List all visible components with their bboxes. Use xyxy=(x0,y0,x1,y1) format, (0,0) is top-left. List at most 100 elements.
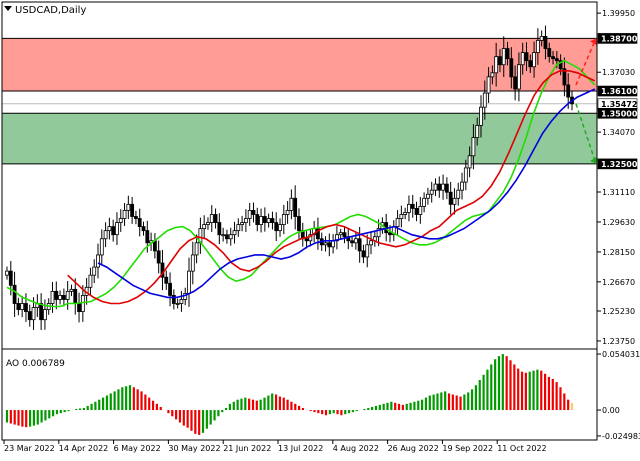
candle-body xyxy=(437,183,442,191)
candle-body xyxy=(395,218,400,228)
price-tick-label: 1.23750 xyxy=(602,337,635,346)
price-tag-box xyxy=(597,33,638,44)
candle-body xyxy=(69,288,74,292)
candle-body xyxy=(115,222,119,236)
candle-body xyxy=(228,234,233,240)
candle-body xyxy=(206,222,210,225)
chart-header: USDCAD,Daily xyxy=(4,5,86,16)
time-tick-label: 6 May 2022 xyxy=(114,444,161,453)
time-tick-label: 11 Oct 2022 xyxy=(497,444,546,453)
candle-body xyxy=(130,203,135,217)
candle-body xyxy=(456,189,461,199)
candle-body xyxy=(187,270,191,294)
time-tick-label: 19 Sep 2022 xyxy=(442,444,493,453)
price-pane: 1.39950 1.37030 1.34070 1.31110 1.29630 1.281… xyxy=(2,2,638,346)
candle-body xyxy=(558,60,563,70)
candle-body xyxy=(270,218,275,223)
candle-body xyxy=(225,234,229,240)
candle-body xyxy=(232,230,237,236)
forecast-arrow-down xyxy=(575,103,597,165)
candle-body xyxy=(357,238,362,252)
candle-body xyxy=(202,224,207,230)
chart-frame xyxy=(1,1,598,441)
candle-body xyxy=(475,125,480,138)
symbol-label: USDCAD,Daily xyxy=(15,5,86,16)
candle-body xyxy=(80,295,85,313)
candle-body xyxy=(551,56,555,60)
candle-body xyxy=(217,222,222,236)
candle-body xyxy=(528,60,533,68)
price-tag-label: 1.38700 xyxy=(601,34,638,43)
candle-body xyxy=(308,234,313,242)
candle-body xyxy=(331,240,336,248)
candle-body xyxy=(460,181,464,191)
candle-body xyxy=(58,295,62,300)
candle-body xyxy=(505,48,510,60)
candle-body xyxy=(407,203,411,213)
price-tick-label: 1.25230 xyxy=(602,307,635,316)
candle-body xyxy=(118,218,123,223)
price-tag-box xyxy=(597,107,638,119)
candle-body xyxy=(554,58,559,62)
candle-body xyxy=(251,210,256,215)
candle-body xyxy=(338,232,343,236)
candle-body xyxy=(243,218,248,223)
candle-body xyxy=(422,197,427,207)
candle-body xyxy=(168,282,172,296)
candle-body xyxy=(39,303,44,321)
price-tick-label: 1.31110 xyxy=(602,188,635,197)
candle-body xyxy=(327,242,332,248)
ao-tick-label: 0.054031 xyxy=(602,350,640,359)
time-tick-label: 30 May 2022 xyxy=(168,444,220,453)
candle-body xyxy=(486,76,491,94)
candle-body xyxy=(50,290,55,304)
candle-body xyxy=(304,238,309,242)
candle-body xyxy=(471,137,476,157)
candle-body xyxy=(369,240,373,246)
candle-body xyxy=(31,307,36,321)
price-tick-label: 1.28150 xyxy=(602,248,635,257)
candle-body xyxy=(388,232,392,236)
price-tick-label: 1.26670 xyxy=(602,278,635,287)
candle-body xyxy=(99,238,104,256)
ao-tick-label: -0.024983 xyxy=(602,432,640,441)
time-tick-label: 26 Aug 2022 xyxy=(388,444,439,453)
time-axis: 23 Mar 2022 14 Apr 2022 6 May 2022 30 May 2… xyxy=(1,1,598,453)
forecast-arrowhead-down xyxy=(590,156,597,164)
candle-body xyxy=(24,303,28,313)
time-tick-label: 14 Apr 2022 xyxy=(59,444,108,453)
candle-body xyxy=(262,216,267,223)
candle-body xyxy=(566,84,571,98)
candle-body xyxy=(498,56,502,66)
candle-body xyxy=(403,212,408,215)
candle-body xyxy=(323,242,328,246)
candle-body xyxy=(418,205,423,215)
price-tag-label: 1.35472 xyxy=(601,100,637,109)
time-tick-label: 21 Jun 2022 xyxy=(223,444,271,453)
candle-body xyxy=(107,226,112,232)
candle-body xyxy=(221,234,226,237)
candle-body xyxy=(111,226,116,236)
candle-body xyxy=(297,216,301,232)
forecast-arrow-up xyxy=(575,38,597,86)
candle-body xyxy=(247,210,252,219)
candle-body xyxy=(547,48,552,58)
candle-body xyxy=(137,218,142,228)
candle-body xyxy=(452,197,457,205)
candle-body xyxy=(532,52,536,68)
price-tag-box xyxy=(597,158,638,170)
candle-body xyxy=(399,214,404,219)
candle-body xyxy=(61,295,66,300)
candle-body xyxy=(289,197,294,211)
candle-body xyxy=(164,276,169,284)
collapse-triangle-icon[interactable] xyxy=(4,6,12,11)
candle-body xyxy=(77,303,81,313)
candle-body xyxy=(281,214,286,225)
price-tag-label: 1.35000 xyxy=(601,109,638,118)
time-tick-label: 4 Aug 2022 xyxy=(333,444,379,453)
candle-body xyxy=(236,224,241,232)
candle-body xyxy=(350,240,354,244)
candle-body xyxy=(509,58,514,78)
